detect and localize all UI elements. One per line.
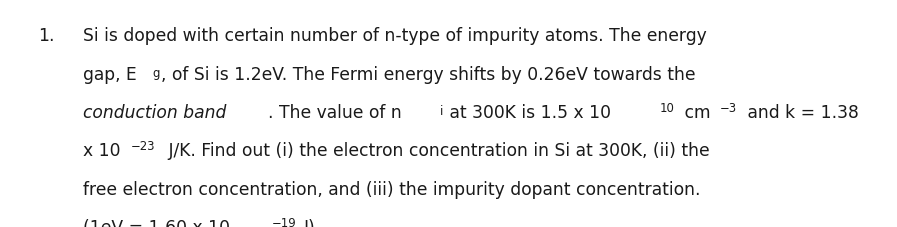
Text: J): J) [304, 218, 316, 227]
Text: (1eV = 1.60 x 10: (1eV = 1.60 x 10 [83, 218, 230, 227]
Text: −23: −23 [131, 140, 155, 153]
Text: cm: cm [679, 104, 710, 121]
Text: i: i [440, 105, 443, 118]
Text: at 300K is 1.5 x 10: at 300K is 1.5 x 10 [444, 104, 612, 121]
Text: free electron concentration, and (iii) the impurity dopant concentration.: free electron concentration, and (iii) t… [83, 180, 700, 198]
Text: 1.: 1. [38, 27, 54, 45]
Text: x 10: x 10 [83, 142, 120, 160]
Text: J/K. Find out (i) the electron concentration in Si at 300K, (ii) the: J/K. Find out (i) the electron concentra… [162, 142, 710, 160]
Text: −19: −19 [272, 216, 297, 227]
Text: gap, E: gap, E [83, 65, 136, 83]
Text: −3: −3 [720, 101, 737, 114]
Text: 10: 10 [660, 101, 675, 114]
Text: and k = 1.38: and k = 1.38 [742, 104, 858, 121]
Text: , of Si is 1.2eV. The Fermi energy shifts by 0.26eV towards the: , of Si is 1.2eV. The Fermi energy shift… [161, 65, 696, 83]
Text: conduction band: conduction band [83, 104, 226, 121]
Text: g: g [152, 67, 160, 80]
Text: . The value of n: . The value of n [267, 104, 401, 121]
Text: Si is doped with certain number of n-type of impurity atoms. The energy: Si is doped with certain number of n-typ… [83, 27, 706, 45]
